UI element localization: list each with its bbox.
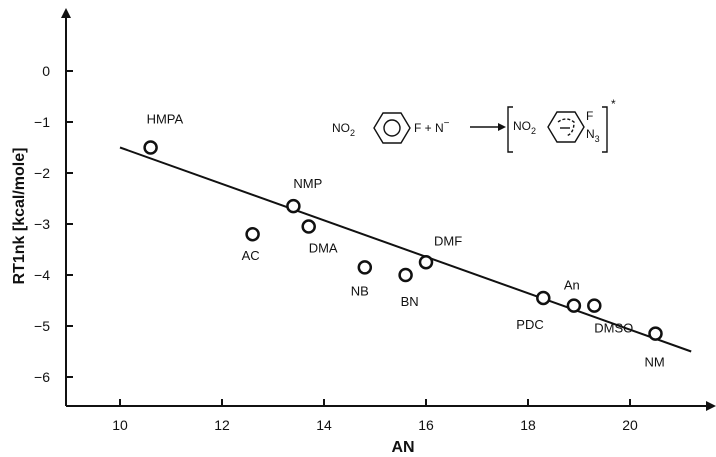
reaction-scheme: NO2 F + N− NO2 F N3 *	[332, 97, 616, 153]
y-tick-label: 0	[42, 63, 50, 79]
product-n3-label: N3	[586, 127, 600, 144]
x-tick-label: 12	[214, 417, 230, 433]
charge-mark: *	[611, 97, 616, 111]
y-axis-title: RT1nk [kcal/mole]	[11, 148, 28, 285]
y-tick-label: −5	[34, 318, 50, 334]
meisenheimer-ring-icon	[547, 111, 585, 143]
y-tick-label: −2	[34, 165, 50, 181]
point-label-nmp: NMP	[293, 176, 322, 191]
y-tick-label: −3	[34, 216, 50, 232]
product-no2-label: NO2	[513, 119, 536, 136]
data-points	[143, 140, 663, 341]
point-label-ac: AC	[242, 248, 260, 263]
reactant-plus-text: F + N−	[414, 118, 450, 135]
point-label-dmf: DMF	[434, 233, 462, 248]
left-bracket-icon	[507, 106, 513, 153]
y-axis-arrow	[61, 8, 71, 18]
point-label-nb: NB	[351, 283, 369, 298]
data-point-bn	[398, 267, 413, 283]
reactant-subscript: 2	[350, 128, 355, 138]
data-point-ac	[245, 226, 260, 242]
y-tick-label: −1	[34, 114, 50, 130]
y-tick-label: −4	[34, 267, 50, 283]
data-point-dmso	[587, 298, 602, 313]
tick-group: 10 12 14 16 18 200−1−2−3−4−5−6	[34, 63, 638, 433]
point-label-dma: DMA	[309, 241, 338, 256]
x-axis-arrow	[706, 401, 716, 411]
x-tick-label: 16	[418, 417, 434, 433]
data-point-dma	[301, 219, 316, 234]
right-bracket-icon	[602, 106, 608, 153]
x-tick-label: 14	[316, 417, 332, 433]
point-label-an: An	[564, 278, 580, 293]
point-label-nm: NM	[645, 355, 665, 370]
x-tick-label: 10	[112, 417, 128, 433]
regression-line	[119, 146, 692, 353]
reactant-no2-label: NO2	[332, 121, 355, 138]
point-label-bn: BN	[401, 294, 419, 309]
data-point-pdc	[536, 290, 551, 306]
plus-text: F + N	[414, 121, 444, 135]
point-label-hmpa: HMPA	[147, 112, 184, 127]
x-tick-label: 18	[520, 417, 536, 433]
data-point-nm	[648, 326, 663, 341]
product-f-label: F	[586, 109, 593, 123]
point-label-pdc: PDC	[516, 317, 543, 332]
data-point-an	[566, 298, 582, 313]
data-point-dmf	[418, 255, 434, 270]
benzene-ring-icon	[373, 112, 411, 144]
x-axis-title: AN	[391, 439, 414, 456]
y-tick-label: −6	[34, 369, 50, 385]
x-tick-label: 20	[622, 417, 638, 433]
product-n: N	[586, 127, 595, 141]
reactant-group: NO	[332, 121, 350, 135]
data-point-hmpa	[143, 140, 158, 155]
data-point-nb	[357, 260, 373, 275]
product-group: NO	[513, 119, 531, 133]
data-point-nmp	[286, 198, 301, 214]
point-label-dmso: DMSO	[594, 321, 633, 336]
product-subscript: 2	[531, 126, 536, 136]
product-n-subscript: 3	[595, 134, 600, 144]
point-labels: HMPA AC NMP DMA NB BN DMF PDC An DMSO NM	[147, 112, 665, 370]
anion-mark: −	[444, 118, 450, 129]
axes	[61, 8, 716, 411]
reaction-arrowhead-icon	[498, 123, 506, 131]
